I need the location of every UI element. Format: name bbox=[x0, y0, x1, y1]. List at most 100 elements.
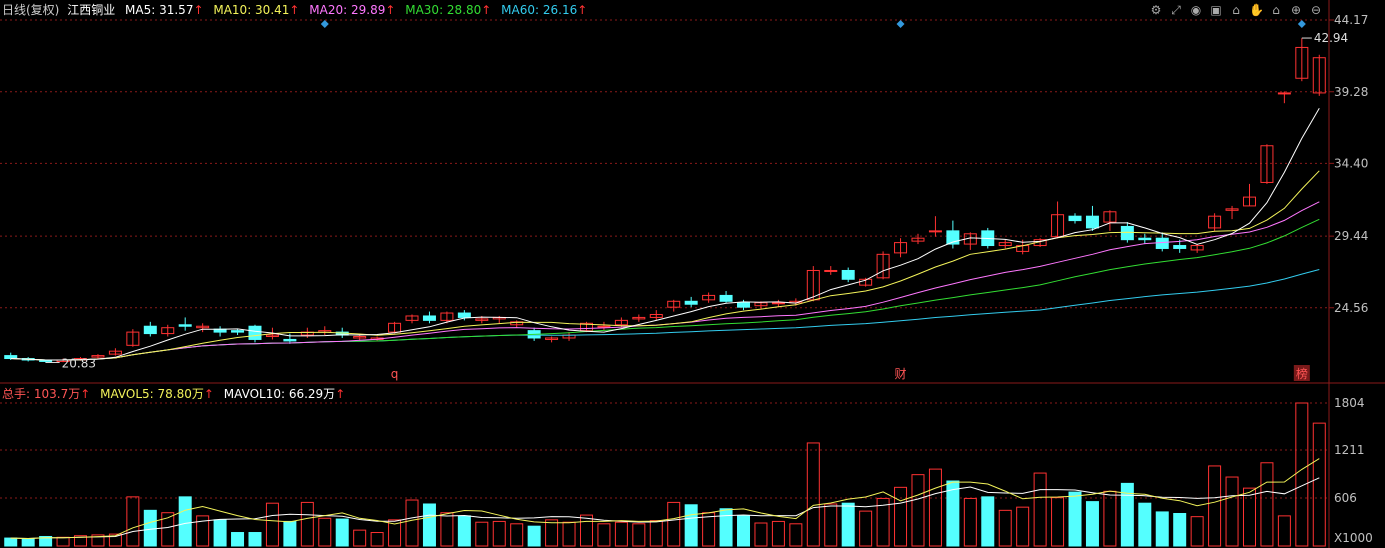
settings-icon[interactable]: ⚙ bbox=[1150, 3, 1162, 17]
candle-body bbox=[143, 325, 157, 335]
volume-bar bbox=[370, 532, 384, 547]
ma30-arrow: ↑ bbox=[481, 3, 492, 17]
lock-icon[interactable]: ⌂ bbox=[1272, 3, 1280, 17]
volume-bar bbox=[1295, 402, 1309, 547]
mavol5-label: MAVOL5: 78.80万 bbox=[100, 387, 204, 401]
price-tick-label: 29.44 bbox=[1334, 229, 1368, 243]
volume-bar bbox=[1085, 501, 1099, 547]
mavol10-label: MAVOL10: 66.29万 bbox=[223, 387, 336, 401]
candle-body bbox=[719, 294, 733, 302]
high-price-label: 42.94 bbox=[1314, 31, 1348, 45]
ma10-line bbox=[10, 170, 1320, 361]
mavol5-line bbox=[10, 458, 1320, 540]
candle-body bbox=[1103, 211, 1117, 223]
candle-body bbox=[1068, 215, 1082, 222]
low-price-label: 20.83 bbox=[62, 356, 96, 370]
volume-bar bbox=[684, 504, 698, 547]
hand-icon[interactable]: ✋ bbox=[1249, 3, 1264, 17]
candle-body bbox=[1225, 208, 1239, 211]
volume-bar bbox=[265, 502, 279, 547]
volume-bar bbox=[1068, 491, 1082, 547]
candle-body bbox=[649, 314, 663, 318]
ma30-line bbox=[10, 218, 1320, 361]
ma5-arrow: ↑ bbox=[193, 3, 204, 17]
volume-tick-label: 1804 bbox=[1334, 396, 1365, 410]
volume-tick-label: 606 bbox=[1334, 491, 1357, 505]
volume-bar bbox=[91, 534, 105, 547]
event-diamond-marker bbox=[896, 20, 905, 28]
volume-bar bbox=[963, 497, 977, 547]
candle-body bbox=[614, 319, 628, 326]
volume-bar bbox=[1312, 422, 1326, 547]
volume-bar bbox=[859, 510, 873, 547]
ma20-arrow: ↑ bbox=[385, 3, 396, 17]
ma20-label: MA20: 29.89 bbox=[309, 3, 386, 17]
total-volume-label: 总手: 103.7万 bbox=[2, 387, 81, 401]
candle-body bbox=[231, 330, 245, 333]
volume-bar bbox=[545, 519, 559, 547]
bag-icon[interactable]: ▣ bbox=[1210, 3, 1222, 17]
volume-bar bbox=[21, 538, 35, 547]
chart-toolbar: ⚙ ⤢ ◉ ▣ ⌂ ✋ ⌂ ⊕ ⊖ bbox=[1149, 3, 1323, 17]
candle-body bbox=[1260, 145, 1274, 183]
volume-bar bbox=[894, 486, 908, 547]
candle-body bbox=[1085, 215, 1099, 229]
volume-bar bbox=[998, 509, 1012, 547]
zoom-in-icon[interactable]: ⊕ bbox=[1290, 3, 1302, 17]
volume-bar bbox=[928, 468, 942, 547]
volume-bar bbox=[737, 515, 751, 547]
candle-body bbox=[1277, 92, 1291, 95]
candle-body bbox=[1295, 46, 1309, 79]
candle-body bbox=[894, 242, 908, 254]
volume-bar bbox=[667, 501, 681, 547]
candle-body bbox=[1173, 245, 1187, 249]
candle-body bbox=[737, 302, 751, 308]
volume-bar bbox=[1103, 490, 1117, 547]
volume-bar bbox=[300, 501, 314, 547]
volume-bar bbox=[39, 535, 53, 547]
zoom-out-icon[interactable]: ⊖ bbox=[1310, 3, 1322, 17]
volume-bar bbox=[492, 520, 506, 547]
candle-body bbox=[457, 312, 471, 318]
volume-bar bbox=[126, 496, 140, 547]
candle-body bbox=[754, 302, 768, 307]
volume-bar bbox=[579, 514, 593, 547]
candle-body bbox=[1190, 245, 1204, 251]
candle-body bbox=[545, 337, 559, 340]
volume-bar bbox=[527, 525, 541, 547]
lock-icon[interactable]: ⌂ bbox=[1232, 3, 1240, 17]
volume-tick-label: 1211 bbox=[1334, 443, 1365, 457]
candle-body bbox=[824, 269, 838, 272]
mavol10-line bbox=[10, 477, 1320, 540]
volume-bar bbox=[632, 523, 646, 547]
volume-bar bbox=[719, 508, 733, 547]
volume-bar bbox=[911, 474, 925, 547]
candle-body bbox=[876, 253, 890, 279]
eye-icon[interactable]: ◉ bbox=[1190, 3, 1202, 17]
candle-body bbox=[248, 325, 262, 340]
event-marker-label: 榜 bbox=[1296, 366, 1308, 381]
volume-bar bbox=[876, 497, 890, 547]
candle-body bbox=[841, 269, 855, 280]
candle-body bbox=[667, 300, 681, 308]
expand-icon[interactable]: ⤢ bbox=[1171, 3, 1181, 17]
volume-bar bbox=[841, 502, 855, 547]
candle-body bbox=[1242, 196, 1256, 207]
price-tick-label: 24.56 bbox=[1334, 301, 1368, 315]
price-tick-label: 39.28 bbox=[1334, 85, 1368, 99]
candle-body bbox=[178, 324, 192, 327]
volume-bar bbox=[1033, 472, 1047, 547]
volume-bar bbox=[1120, 482, 1134, 547]
ma60-arrow: ↑ bbox=[577, 3, 588, 17]
candle-body bbox=[353, 336, 367, 339]
ma30-label: MA30: 28.80 bbox=[405, 3, 482, 17]
volume-bar bbox=[440, 512, 454, 547]
candle-body bbox=[684, 300, 698, 305]
chart-type-label: 日线(复权) bbox=[2, 3, 60, 17]
volume-bar bbox=[283, 520, 297, 547]
volume-bar bbox=[388, 519, 402, 547]
candle-body bbox=[388, 322, 402, 333]
volume-bar bbox=[510, 523, 524, 547]
candle-body bbox=[998, 242, 1012, 247]
candle-body bbox=[946, 230, 960, 245]
